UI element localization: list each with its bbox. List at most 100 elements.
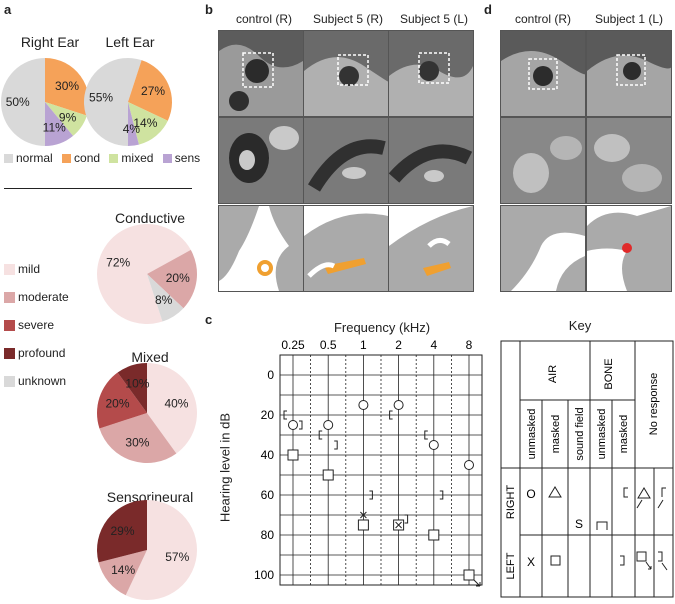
pie-label: 27%: [141, 84, 165, 98]
legend-swatch-cond: [62, 154, 72, 164]
type-legend: normal cond mixed sens: [4, 151, 204, 165]
severity-legend-item: moderate: [4, 290, 94, 318]
legend-swatch-profound: [4, 348, 15, 360]
ct-scan-d1-subject1-l: [586, 30, 672, 117]
severity-legend: mild moderate severe profound unknown: [4, 262, 94, 402]
key-air-unmasked: unmasked: [526, 409, 538, 460]
key-triangle-icon: [548, 486, 562, 498]
panel-letter-d: d: [484, 2, 492, 17]
d-label-subject1-l: Subject 1 (L): [594, 12, 664, 26]
legend-swatch-sens: [162, 154, 172, 164]
marker-o: [358, 400, 369, 410]
right-ear-title: Right Ear: [20, 34, 80, 50]
pie-slice-mixed: [128, 102, 168, 145]
key-square-icon: [550, 555, 561, 566]
audiogram-ylabel: Hearing level in dB: [217, 412, 233, 523]
key-bracket-left-icon: [623, 487, 628, 498]
pie-slice-sens: [45, 102, 74, 146]
legend-swatch-severe: [4, 320, 15, 332]
marker-bracket-left: [283, 410, 287, 420]
mixed-title: Mixed: [131, 349, 169, 365]
ct-scan-d1-control: [500, 30, 586, 117]
pie-label: 20%: [106, 396, 130, 410]
x-tick-label: 4: [430, 338, 437, 352]
ct-scan-b1-subject5-l: [388, 30, 474, 117]
pie-slice-moderate: [147, 249, 197, 309]
key-bracket-noresp-icon: [657, 487, 666, 509]
key-bone-unmasked-icon: [596, 521, 608, 530]
pie-slice-sens: [128, 102, 139, 146]
mixed-pie: 40% 30% 20% 10%: [97, 363, 197, 463]
y-tick-label: 0: [267, 368, 274, 382]
marker-square: [428, 529, 440, 541]
diagram-d3-control: [500, 205, 586, 292]
panel-letter-a: a: [4, 2, 12, 17]
y-tick-label: 60: [261, 488, 275, 502]
pie-label: 10%: [125, 377, 149, 391]
left-ear-title: Left Ear: [105, 34, 155, 50]
marker-o: [464, 460, 474, 470]
y-tick-label: 100: [254, 568, 274, 582]
marker-bracket-right: [299, 420, 303, 430]
pie-label: 40%: [164, 396, 188, 410]
y-tick-label: 20: [261, 408, 275, 422]
pie-label: 30%: [55, 79, 79, 93]
pie-label: 50%: [6, 95, 30, 109]
audiogram-xlabel: Frequency (kHz): [333, 320, 431, 335]
sensorineural-pie: 57% 14% 29%: [97, 500, 197, 600]
key-left: LEFT: [505, 552, 517, 579]
ct-scan-b1-control: [218, 30, 304, 117]
ct-zoom-b2-subject5-l: [388, 117, 474, 204]
b-label-subject5-l: Subject 5 (L): [399, 12, 469, 26]
severity-legend-item: profound: [4, 346, 94, 374]
legend-mixed: mixed: [121, 151, 154, 165]
marker-bracket-right: [334, 440, 338, 450]
key-air-masked: masked: [550, 415, 562, 454]
marker-bracket-left: [318, 430, 323, 440]
key-sound-field: sound field: [574, 407, 586, 460]
diagram-d3-subject1-l: [586, 205, 672, 292]
marker-bracket-right: [439, 490, 444, 500]
legend-profound: profound: [18, 346, 66, 360]
marker-x: [360, 511, 367, 519]
diagram-b3-subject5-l: [388, 205, 474, 292]
pie-label: 11%: [43, 121, 66, 135]
legend-mild: mild: [18, 262, 41, 276]
pie-slice-profound: [97, 500, 147, 563]
marker-bracket-right: [404, 514, 409, 524]
panel-letter-c: c: [205, 312, 213, 327]
d-label-control: control (R): [514, 12, 571, 26]
diagram-b3-subject5-r: [303, 205, 389, 292]
right-ear-pie: 50% 30% 9%11%: [1, 58, 89, 146]
pie-slice-normal: [84, 58, 142, 146]
pie-label: 57%: [165, 550, 189, 564]
key-sound-field-symbol: S: [575, 517, 583, 531]
conductive-title: Conductive: [114, 210, 186, 226]
ct-zoom-b2-subject5-r: [303, 117, 389, 204]
legend-normal: normal: [16, 151, 53, 165]
panel-letter-b: b: [205, 2, 213, 17]
pie-label: 55%: [89, 91, 113, 105]
diagram-b3-control: [218, 205, 304, 292]
key-right: RIGHT: [505, 485, 517, 520]
legend-sens: sens: [174, 151, 201, 165]
legend-unknown: unknown: [18, 374, 67, 388]
pie-label: 8%: [155, 293, 173, 307]
y-tick-label: 40: [261, 448, 275, 462]
key-no-response: No response: [648, 373, 660, 435]
x-tick-label: 2: [395, 338, 402, 352]
pie-label: 29%: [110, 524, 134, 538]
key-arrow-icon: [636, 499, 643, 509]
marker-square: [322, 469, 334, 481]
ct-zoom-d2-subject1-l: [586, 117, 672, 204]
marker-arrow: [473, 579, 481, 587]
pie-slice-severe: [97, 372, 147, 429]
pie-label: 4%: [123, 122, 141, 136]
pie-slice-unknown: [147, 274, 184, 322]
pie-slice-normal: [1, 58, 45, 146]
severity-pie-charts: 72% 20% 8% 40% 30% 20% 10% 57% 14% 29%: [96, 224, 197, 600]
x-tick-label: 0.25: [281, 338, 305, 352]
x-tick-label: 1: [360, 338, 367, 352]
key-triangle-noresp-icon: [637, 487, 651, 499]
